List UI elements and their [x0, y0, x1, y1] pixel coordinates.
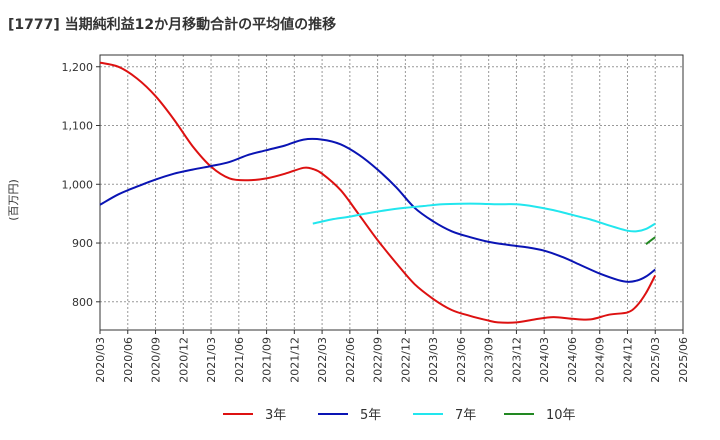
x-tick-label: 2023/03 — [427, 337, 440, 383]
legend-label-3: 7年 — [455, 408, 476, 423]
x-tick-label: 2022/06 — [344, 337, 357, 383]
y-tick-label: 1,200 — [62, 61, 94, 74]
legend-label-2: 5年 — [360, 408, 381, 423]
x-tick-label: 2023/06 — [455, 337, 468, 383]
series-line-1 — [99, 61, 657, 324]
chart-title: [1777] 当期純利益12か月移動合計の平均値の推移 — [8, 16, 336, 33]
x-axis: 2020/03 2020/06 2020/09 2020/12 2021/03 2021/… — [94, 330, 690, 383]
plot-frame — [99, 54, 684, 331]
legend-label-1: 3年 — [265, 408, 286, 423]
legend: 3年 5年 7年 10年 — [223, 408, 576, 423]
series-line-4 — [645, 236, 656, 245]
x-tick-label: 2024/03 — [538, 337, 551, 383]
y-axis: 800 900 1,000 1,100 1,200 — [62, 61, 100, 309]
x-tick-label: 2022/09 — [372, 337, 385, 383]
x-tick-label: 2021/09 — [261, 337, 274, 383]
x-tick-label: 2024/06 — [566, 337, 579, 383]
plot-area — [99, 54, 684, 331]
y-axis-label: (百万円) — [7, 179, 20, 221]
x-tick-label: 2021/06 — [233, 337, 246, 383]
grid — [99, 55, 684, 330]
x-tick-label: 2023/09 — [483, 337, 496, 383]
x-tick-label: 2020/09 — [150, 337, 163, 383]
x-tick-label: 2020/03 — [94, 337, 107, 383]
x-tick-label: 2023/12 — [510, 337, 523, 383]
x-tick-label: 2020/12 — [177, 337, 190, 383]
x-tick-label: 2021/03 — [205, 337, 218, 383]
x-tick-label: 2025/06 — [677, 337, 690, 383]
y-tick-label: 800 — [72, 296, 93, 309]
x-tick-label: 2021/12 — [288, 337, 301, 383]
x-tick-label: 2022/12 — [399, 337, 412, 383]
series-line-3 — [312, 202, 656, 233]
y-tick-label: 1,000 — [62, 178, 94, 191]
x-tick-label: 2025/03 — [649, 337, 662, 383]
legend-label-4: 10年 — [546, 408, 576, 423]
series-group — [99, 61, 657, 324]
series-line-2 — [99, 137, 656, 283]
y-tick-label: 1,100 — [62, 120, 94, 133]
x-tick-label: 2022/03 — [316, 337, 329, 383]
y-tick-label: 900 — [72, 237, 93, 250]
x-tick-label: 2020/06 — [122, 337, 135, 383]
x-tick-label: 2024/09 — [594, 337, 607, 383]
x-tick-label: 2024/12 — [621, 337, 634, 383]
